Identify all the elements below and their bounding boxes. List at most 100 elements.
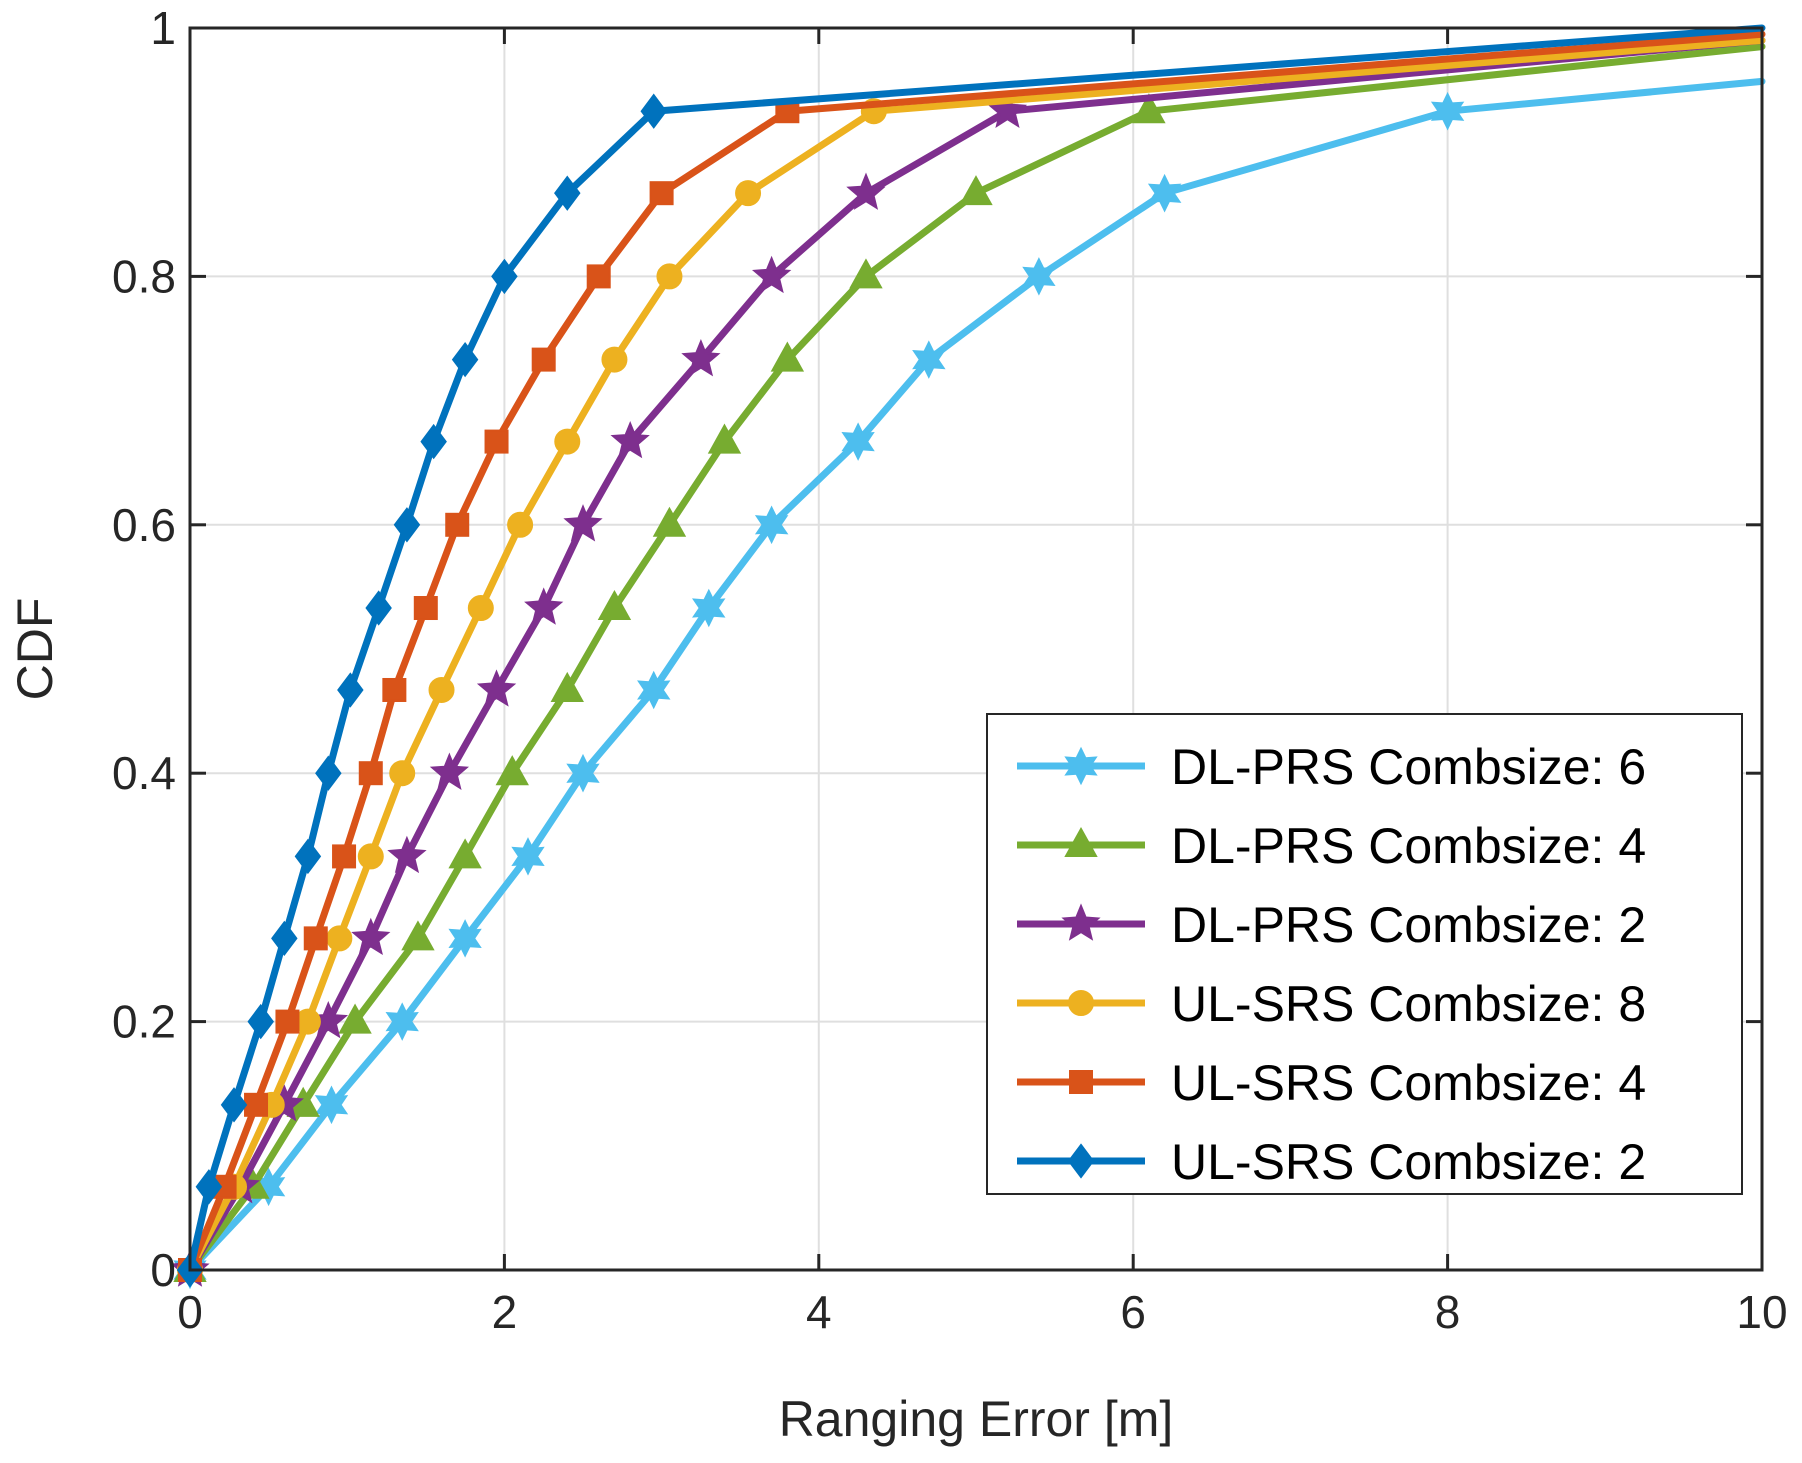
data-point bbox=[656, 263, 683, 290]
data-point bbox=[987, 90, 1028, 128]
y-tick-label: 1 bbox=[150, 2, 176, 54]
data-point bbox=[365, 590, 392, 626]
data-point bbox=[338, 1003, 372, 1034]
x-tick-label: 4 bbox=[806, 1286, 832, 1338]
data-point bbox=[531, 347, 556, 372]
data-point bbox=[563, 504, 603, 542]
data-point bbox=[351, 917, 391, 956]
data-point bbox=[1132, 93, 1166, 124]
y-tick-label: 0.6 bbox=[112, 499, 176, 551]
data-point bbox=[846, 172, 886, 210]
data-point bbox=[491, 258, 518, 295]
legend-marker bbox=[1069, 1070, 1093, 1094]
data-point bbox=[387, 835, 427, 874]
legend-label: UL-SRS Combsize: 8 bbox=[1171, 976, 1646, 1032]
data-point bbox=[448, 838, 482, 869]
x-tick-label: 2 bbox=[492, 1286, 518, 1338]
data-point bbox=[382, 677, 407, 702]
data-point bbox=[586, 264, 611, 289]
x-tick-label: 10 bbox=[1736, 1286, 1787, 1338]
data-point bbox=[401, 920, 435, 951]
data-point bbox=[332, 844, 357, 869]
legend-marker bbox=[1067, 1143, 1095, 1179]
axis-ticks bbox=[188, 26, 1764, 1272]
data-point bbox=[220, 1087, 248, 1123]
data-point bbox=[1147, 173, 1182, 213]
data-point bbox=[849, 258, 883, 289]
data-point bbox=[912, 340, 946, 379]
data-point bbox=[385, 1002, 419, 1041]
data-point bbox=[637, 670, 671, 710]
legend-label: DL-PRS Combsize: 2 bbox=[1171, 897, 1646, 953]
data-point bbox=[649, 181, 674, 206]
series-layer bbox=[170, 24, 1766, 1290]
series-0 bbox=[173, 77, 1766, 1290]
data-point bbox=[476, 669, 517, 707]
data-point bbox=[247, 1003, 274, 1040]
data-point bbox=[315, 755, 342, 791]
legend-item: UL-SRS Combsize: 4 bbox=[1017, 1055, 1646, 1111]
data-point bbox=[195, 1169, 223, 1205]
data-point bbox=[554, 428, 581, 455]
data-point bbox=[326, 925, 353, 952]
data-point bbox=[524, 587, 564, 625]
legend-box bbox=[986, 713, 1743, 1195]
data-point bbox=[451, 341, 479, 378]
data-point bbox=[735, 180, 762, 207]
series-line bbox=[186, 30, 1766, 1274]
data-point bbox=[467, 595, 494, 622]
data-point bbox=[566, 753, 600, 793]
data-point bbox=[275, 1009, 300, 1034]
series-5 bbox=[176, 24, 1766, 1288]
data-point bbox=[358, 761, 383, 786]
series-line bbox=[186, 24, 1766, 1274]
data-point bbox=[393, 507, 421, 543]
series-line bbox=[186, 77, 1766, 1274]
data-point bbox=[601, 346, 628, 373]
legend-marker bbox=[1068, 990, 1094, 1016]
series-line bbox=[186, 36, 1766, 1274]
data-point bbox=[445, 512, 470, 537]
data-point bbox=[751, 255, 792, 294]
x-tick-labels: 0 2 4 6 8 10 bbox=[177, 1286, 1787, 1338]
data-point bbox=[271, 920, 298, 957]
data-point bbox=[244, 1092, 269, 1117]
y-tick-label: 0.8 bbox=[112, 250, 176, 302]
y-tick-labels: 0 0.2 0.4 0.6 0.8 1 bbox=[112, 2, 176, 1296]
x-tick-label: 8 bbox=[1435, 1286, 1461, 1338]
data-point bbox=[448, 919, 482, 958]
data-point bbox=[652, 506, 687, 537]
series-line bbox=[186, 43, 1766, 1274]
legend-item: DL-PRS Combsize: 6 bbox=[1017, 739, 1646, 795]
data-point bbox=[429, 752, 470, 790]
data-point bbox=[754, 505, 789, 545]
plot-frame bbox=[188, 26, 1764, 1272]
legend-label: UL-SRS Combsize: 2 bbox=[1171, 1134, 1646, 1190]
x-tick-label: 0 bbox=[177, 1286, 203, 1338]
data-point bbox=[420, 423, 447, 460]
y-tick-label: 0.2 bbox=[112, 996, 176, 1048]
data-point bbox=[413, 596, 438, 621]
data-point bbox=[692, 588, 726, 628]
legend-item: DL-PRS Combsize: 4 bbox=[1017, 818, 1646, 874]
data-point bbox=[357, 843, 384, 870]
legend-label: DL-PRS Combsize: 6 bbox=[1171, 739, 1646, 795]
legend-marker bbox=[1064, 746, 1098, 786]
data-point bbox=[389, 760, 416, 787]
data-point bbox=[597, 589, 632, 621]
data-point bbox=[294, 838, 322, 875]
data-point bbox=[681, 338, 721, 377]
data-point bbox=[770, 341, 805, 372]
data-point bbox=[707, 423, 742, 454]
legend-label: UL-SRS Combsize: 4 bbox=[1171, 1055, 1646, 1111]
data-point bbox=[507, 511, 534, 538]
data-point bbox=[959, 175, 993, 206]
x-tick-label: 6 bbox=[1120, 1286, 1146, 1338]
data-point bbox=[841, 422, 875, 461]
data-point bbox=[303, 926, 328, 951]
data-point bbox=[314, 1085, 349, 1125]
data-point bbox=[554, 175, 581, 211]
data-point bbox=[428, 676, 455, 703]
y-axis-title: CDF bbox=[7, 598, 63, 701]
